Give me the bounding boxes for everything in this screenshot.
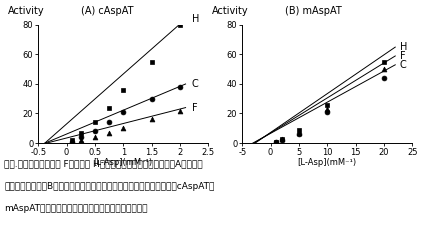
Text: ミトコンドリア（B）画分アスパラギン酸アミノトランスフェラーゼ（cAspATと: ミトコンドリア（B）画分アスパラギン酸アミノトランスフェラーゼ（cAspATと [4, 182, 215, 191]
X-axis label: [L-Asp](mM⁻¹): [L-Asp](mM⁻¹) [298, 158, 357, 167]
Text: (B) mAspAT: (B) mAspAT [285, 5, 342, 15]
Text: H: H [400, 42, 407, 52]
Text: H: H [192, 14, 199, 24]
Text: (A) cAspAT: (A) cAspAT [81, 5, 133, 15]
Text: F: F [192, 103, 198, 113]
Text: C: C [192, 79, 198, 89]
Text: F: F [400, 51, 405, 61]
Text: C: C [400, 60, 407, 70]
Text: mAspAT）活性におよぼすアスパラギン酸濃度の影響: mAspAT）活性におよぼすアスパラギン酸濃度の影響 [4, 204, 148, 213]
Text: Activity: Activity [212, 5, 248, 15]
Text: 図１.　グリコシダーゼ Fあるいは H処理した産卵鸡腎臓の細胞質（A）および: 図１. グリコシダーゼ Fあるいは H処理した産卵鸡腎臓の細胞質（A）および [4, 159, 203, 168]
X-axis label: [L-Asp](mM⁻¹): [L-Asp](mM⁻¹) [94, 158, 153, 167]
Text: Activity: Activity [8, 5, 44, 15]
